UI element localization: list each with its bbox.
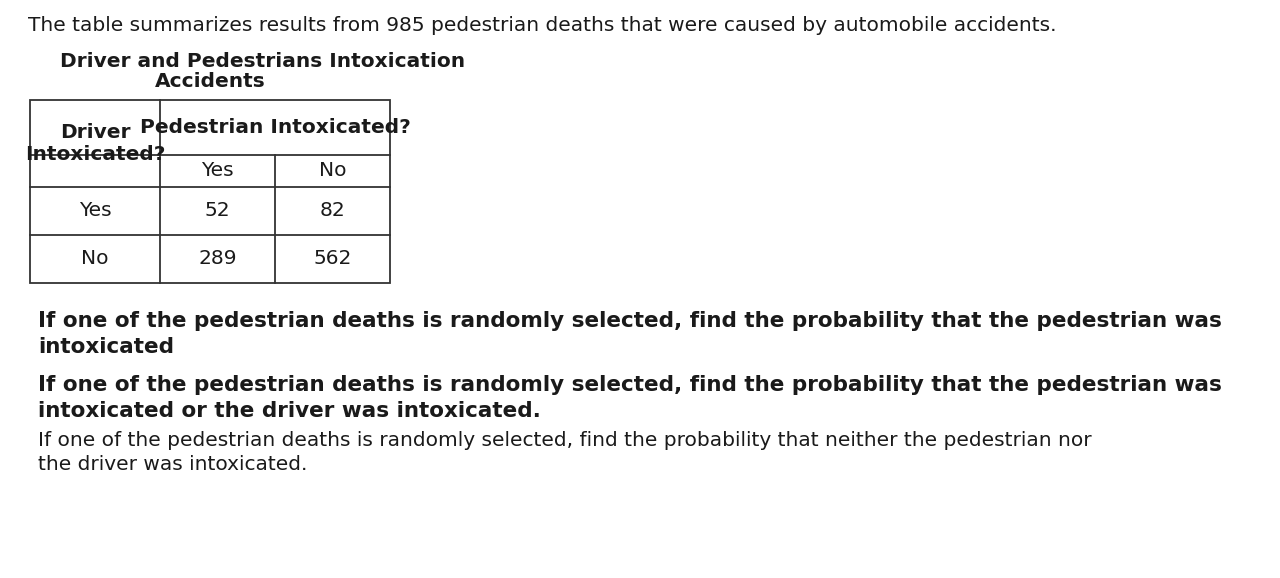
Text: 52: 52	[205, 202, 230, 220]
Text: The table summarizes results from 985 pedestrian deaths that were caused by auto: The table summarizes results from 985 pe…	[28, 16, 1056, 35]
Text: the driver was intoxicated.: the driver was intoxicated.	[38, 455, 307, 474]
Text: Driver and Pedestrians Intoxication: Driver and Pedestrians Intoxication	[60, 52, 465, 71]
Text: 289: 289	[198, 250, 237, 269]
Text: 562: 562	[314, 250, 352, 269]
Text: intoxicated: intoxicated	[38, 337, 174, 357]
Text: If one of the pedestrian deaths is randomly selected, find the probability that : If one of the pedestrian deaths is rando…	[38, 431, 1092, 450]
Text: If one of the pedestrian deaths is randomly selected, find the probability that : If one of the pedestrian deaths is rando…	[38, 311, 1222, 331]
Bar	[29, 100, 390, 283]
Text: No: No	[81, 250, 109, 269]
Text: intoxicated or the driver was intoxicated.: intoxicated or the driver was intoxicate…	[38, 401, 541, 421]
Text: Driver
Intoxicated?: Driver Intoxicated?	[24, 123, 165, 164]
Text: 82: 82	[320, 202, 346, 220]
Text: Yes: Yes	[78, 202, 111, 220]
Text: Pedestrian Intoxicated?: Pedestrian Intoxicated?	[140, 118, 411, 137]
Text: Yes: Yes	[201, 161, 234, 180]
Text: No: No	[319, 161, 347, 180]
Text: Accidents: Accidents	[155, 72, 266, 91]
Text: If one of the pedestrian deaths is randomly selected, find the probability that : If one of the pedestrian deaths is rando…	[38, 375, 1222, 395]
